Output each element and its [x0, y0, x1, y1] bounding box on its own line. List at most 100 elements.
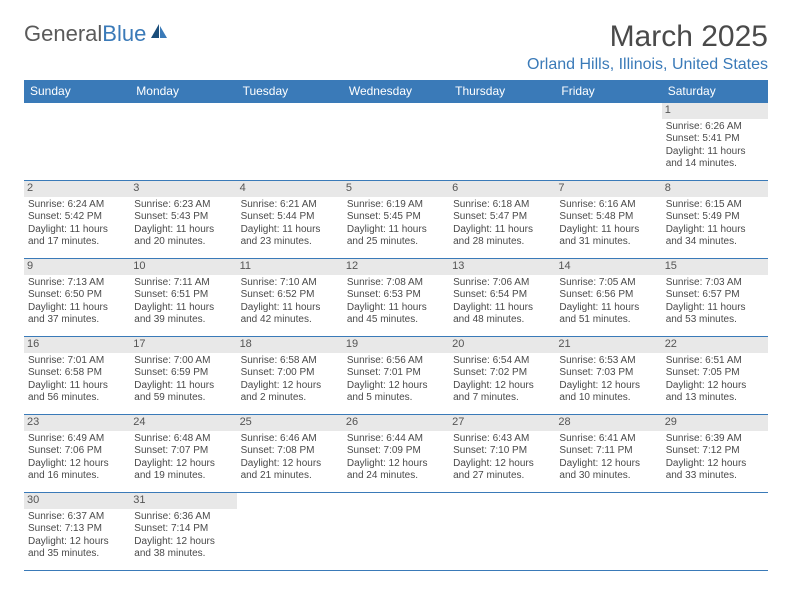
calendar-cell: 13Sunrise: 7:06 AMSunset: 6:54 PMDayligh…: [449, 259, 555, 337]
sunset-text: Sunset: 7:11 PM: [559, 445, 657, 458]
calendar-row: 30Sunrise: 6:37 AMSunset: 7:13 PMDayligh…: [24, 493, 768, 571]
calendar-cell: 28Sunrise: 6:41 AMSunset: 7:11 PMDayligh…: [555, 415, 661, 493]
calendar-cell: 20Sunrise: 6:54 AMSunset: 7:02 PMDayligh…: [449, 337, 555, 415]
weekday-header: Sunday: [24, 80, 130, 103]
day-number: 30: [24, 493, 130, 509]
day-number: 23: [24, 415, 130, 431]
day-number: 3: [130, 181, 236, 197]
calendar-table: Sunday Monday Tuesday Wednesday Thursday…: [24, 80, 768, 571]
daylight-text: Daylight: 12 hours and 27 minutes.: [453, 458, 551, 483]
calendar-cell: 29Sunrise: 6:39 AMSunset: 7:12 PMDayligh…: [662, 415, 768, 493]
calendar-cell: 2 Sunrise: 6:24 AMSunset: 5:42 PMDaylight…: [24, 181, 130, 259]
sunrise-text: Sunrise: 7:10 AM: [241, 277, 339, 290]
day-number: 4: [237, 181, 343, 197]
calendar-cell: 30Sunrise: 6:37 AMSunset: 7:13 PMDayligh…: [24, 493, 130, 571]
sunrise-text: Sunrise: 7:06 AM: [453, 277, 551, 290]
sunrise-text: Sunrise: 6:46 AM: [241, 433, 339, 446]
day-number: 7: [555, 181, 661, 197]
day-number: 27: [449, 415, 555, 431]
calendar-cell: [449, 103, 555, 181]
calendar-row: 2Sunrise: 6:24 AMSunset: 5:42 PMDaylight…: [24, 181, 768, 259]
logo: GeneralBlue: [24, 20, 169, 48]
day-number: 5: [343, 181, 449, 197]
sunset-text: Sunset: 5:47 PM: [453, 211, 551, 224]
calendar-cell: 17Sunrise: 7:00 AMSunset: 6:59 PMDayligh…: [130, 337, 236, 415]
calendar-cell: 12Sunrise: 7:08 AMSunset: 6:53 PMDayligh…: [343, 259, 449, 337]
day-number: 8: [662, 181, 768, 197]
day-number: 18: [237, 337, 343, 353]
calendar-cell: 18Sunrise: 6:58 AMSunset: 7:00 PMDayligh…: [237, 337, 343, 415]
sunset-text: Sunset: 5:42 PM: [28, 211, 126, 224]
weekday-header: Wednesday: [343, 80, 449, 103]
calendar-cell: 15Sunrise: 7:03 AMSunset: 6:57 PMDayligh…: [662, 259, 768, 337]
sunset-text: Sunset: 6:56 PM: [559, 289, 657, 302]
calendar-cell: 21Sunrise: 6:53 AMSunset: 7:03 PMDayligh…: [555, 337, 661, 415]
sunrise-text: Sunrise: 6:15 AM: [666, 199, 764, 212]
daylight-text: Daylight: 11 hours and 17 minutes.: [28, 224, 126, 249]
sunrise-text: Sunrise: 6:19 AM: [347, 199, 445, 212]
sunset-text: Sunset: 7:09 PM: [347, 445, 445, 458]
sunrise-text: Sunrise: 6:24 AM: [28, 199, 126, 212]
calendar-cell: 22Sunrise: 6:51 AMSunset: 7:05 PMDayligh…: [662, 337, 768, 415]
calendar-cell: [343, 493, 449, 571]
day-number: 9: [24, 259, 130, 275]
calendar-cell: 9Sunrise: 7:13 AMSunset: 6:50 PMDaylight…: [24, 259, 130, 337]
sunrise-text: Sunrise: 6:43 AM: [453, 433, 551, 446]
sail-icon: [149, 20, 169, 46]
sunset-text: Sunset: 7:12 PM: [666, 445, 764, 458]
daylight-text: Daylight: 11 hours and 25 minutes.: [347, 224, 445, 249]
sunset-text: Sunset: 7:10 PM: [453, 445, 551, 458]
sunset-text: Sunset: 7:13 PM: [28, 523, 126, 536]
calendar-cell: 3Sunrise: 6:23 AMSunset: 5:43 PMDaylight…: [130, 181, 236, 259]
sunrise-text: Sunrise: 6:54 AM: [453, 355, 551, 368]
calendar-cell: 27 Sunrise: 6:43 AMSunset: 7:10 PMDayligh…: [449, 415, 555, 493]
daylight-text: Daylight: 12 hours and 19 minutes.: [134, 458, 232, 483]
daylight-text: Daylight: 11 hours and 51 minutes.: [559, 302, 657, 327]
sunrise-text: Sunrise: 7:11 AM: [134, 277, 232, 290]
weekday-header-row: Sunday Monday Tuesday Wednesday Thursday…: [24, 80, 768, 103]
calendar-cell: 23Sunrise: 6:49 AMSunset: 7:06 PMDayligh…: [24, 415, 130, 493]
sunset-text: Sunset: 7:03 PM: [559, 367, 657, 380]
calendar-cell: 14Sunrise: 7:05 AMSunset: 6:56 PMDayligh…: [555, 259, 661, 337]
daylight-text: Daylight: 12 hours and 5 minutes.: [347, 380, 445, 405]
calendar-cell: 1Sunrise: 6:26 AMSunset: 5:41 PMDaylight…: [662, 103, 768, 181]
sunrise-text: Sunrise: 6:51 AM: [666, 355, 764, 368]
calendar-cell: [237, 493, 343, 571]
sunrise-text: Sunrise: 6:56 AM: [347, 355, 445, 368]
sunrise-text: Sunrise: 7:05 AM: [559, 277, 657, 290]
day-number: 12: [343, 259, 449, 275]
daylight-text: Daylight: 12 hours and 13 minutes.: [666, 380, 764, 405]
daylight-text: Daylight: 11 hours and 28 minutes.: [453, 224, 551, 249]
daylight-text: Daylight: 11 hours and 20 minutes.: [134, 224, 232, 249]
day-number: 29: [662, 415, 768, 431]
sunrise-text: Sunrise: 6:53 AM: [559, 355, 657, 368]
calendar-cell: [662, 493, 768, 571]
sunset-text: Sunset: 6:58 PM: [28, 367, 126, 380]
day-number: 28: [555, 415, 661, 431]
sunset-text: Sunset: 6:57 PM: [666, 289, 764, 302]
daylight-text: Daylight: 12 hours and 16 minutes.: [28, 458, 126, 483]
day-number: 6: [449, 181, 555, 197]
page-title: March 2025: [527, 20, 768, 54]
daylight-text: Daylight: 12 hours and 33 minutes.: [666, 458, 764, 483]
calendar-row: 16Sunrise: 7:01 AMSunset: 6:58 PMDayligh…: [24, 337, 768, 415]
weekday-header: Friday: [555, 80, 661, 103]
sunrise-text: Sunrise: 6:36 AM: [134, 511, 232, 524]
daylight-text: Daylight: 12 hours and 35 minutes.: [28, 536, 126, 561]
calendar-cell: [555, 493, 661, 571]
title-block: March 2025 Orland Hills, Illinois, Unite…: [527, 20, 768, 74]
location-text: Orland Hills, Illinois, United States: [527, 56, 768, 74]
logo-text-2: Blue: [102, 21, 146, 47]
calendar-row: 1Sunrise: 6:26 AMSunset: 5:41 PMDaylight…: [24, 103, 768, 181]
daylight-text: Daylight: 11 hours and 42 minutes.: [241, 302, 339, 327]
day-number: 31: [130, 493, 236, 509]
calendar-cell: [24, 103, 130, 181]
day-number: 2: [24, 181, 130, 197]
sunset-text: Sunset: 7:08 PM: [241, 445, 339, 458]
sunset-text: Sunset: 7:05 PM: [666, 367, 764, 380]
sunset-text: Sunset: 5:48 PM: [559, 211, 657, 224]
day-number: 15: [662, 259, 768, 275]
sunrise-text: Sunrise: 6:26 AM: [666, 121, 764, 134]
weekday-header: Thursday: [449, 80, 555, 103]
sunset-text: Sunset: 7:02 PM: [453, 367, 551, 380]
